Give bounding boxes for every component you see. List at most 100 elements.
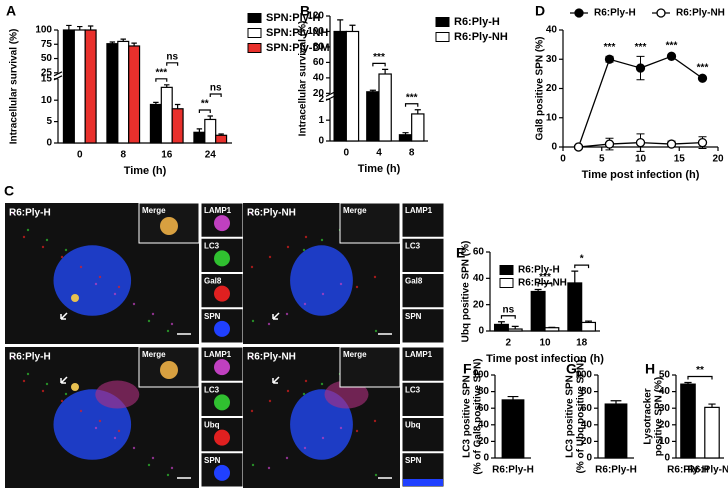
y-tick-label: 0: [483, 453, 489, 464]
error-bar: [507, 395, 519, 400]
speckle: [147, 319, 151, 323]
channel-spot: [214, 429, 230, 446]
speckle: [79, 409, 83, 413]
speckle: [132, 446, 136, 450]
speckle: [374, 329, 378, 333]
legend-label: R6:Ply-NH: [454, 31, 508, 43]
speckle: [373, 275, 377, 279]
legend-marker: [656, 8, 666, 18]
axis-break: [53, 71, 63, 77]
x-axis-label: Time post infection (h): [486, 353, 604, 365]
legend-label: R6:Ply-NH: [676, 8, 725, 19]
channel-inset: [401, 237, 445, 273]
bar: [501, 399, 525, 459]
cell-glow: [95, 380, 140, 409]
speckle: [251, 463, 255, 467]
speckle: [98, 419, 102, 423]
speckle: [22, 379, 26, 383]
error-bar: [131, 42, 137, 46]
x-tick-label: 0: [77, 150, 83, 161]
merge-inset: [339, 346, 401, 388]
speckle: [267, 466, 271, 470]
significance-label: ns: [502, 304, 514, 315]
channel-label: LC3: [405, 241, 421, 250]
error-bar: [164, 84, 170, 88]
y-tick-label: 60: [581, 403, 593, 414]
channel-label: Ubq: [204, 421, 220, 430]
y-tick-label: 2: [318, 94, 324, 105]
bar: [204, 118, 217, 144]
bar: [366, 91, 380, 142]
y-axis-label: (% of Gal8 positive SPN): [473, 358, 484, 474]
legend-swatch: [499, 265, 514, 275]
error-bar: [120, 38, 126, 42]
y-tick-label: 40: [473, 273, 485, 284]
nucleus: [53, 245, 132, 316]
speckle: [373, 419, 377, 423]
y-tick-label: 20: [659, 419, 671, 430]
speckle: [113, 436, 117, 440]
speckle: [304, 379, 308, 383]
y-tick-label: 0: [664, 453, 670, 464]
y-tick-label: 120: [307, 11, 324, 22]
speckle: [170, 466, 174, 470]
significance-bracket: [155, 78, 168, 82]
axis-break: [325, 91, 335, 97]
x-tick-label: 0: [344, 148, 350, 159]
cell-title: R6:Ply-NH: [247, 208, 296, 219]
significance-label: **: [201, 99, 209, 110]
panel-letter: B: [300, 3, 310, 19]
y-tick-label: 1: [318, 115, 324, 126]
speckle: [249, 211, 253, 215]
speckle: [132, 302, 136, 306]
x-tick-label: 16: [161, 150, 173, 161]
y-tick-label: 50: [659, 370, 671, 381]
speckle: [339, 282, 343, 286]
y-tick-label: 80: [581, 386, 593, 397]
y-tick-label: 20: [581, 436, 593, 447]
channel-label: LAMP1: [204, 350, 232, 359]
speckle: [98, 275, 102, 279]
significance-bracket: [372, 62, 386, 67]
x-tick-label: 4: [376, 148, 382, 159]
bar: [507, 328, 523, 332]
error-bar: [109, 41, 116, 44]
channel-label: LC3: [204, 241, 220, 250]
error-bar: [610, 400, 622, 405]
legend-swatch: [247, 43, 262, 53]
y-axis-label: Lysotracker: [643, 388, 654, 444]
channel-spot: [214, 215, 230, 232]
significance-bracket: [537, 282, 553, 287]
legend-label: R6:Ply-NH: [518, 278, 567, 289]
y-tick-label: 0: [318, 136, 324, 147]
error-bar: [349, 24, 356, 32]
x-tick-label: 0: [560, 154, 566, 165]
data-point: [604, 54, 615, 64]
bar: [345, 30, 360, 142]
bar: [149, 103, 162, 144]
error-bar: [218, 133, 224, 136]
channel-label: LAMP1: [405, 350, 433, 359]
speckle: [26, 228, 30, 232]
bar: [333, 30, 347, 142]
channel-label: LAMP1: [204, 206, 232, 215]
legend-swatch: [435, 17, 450, 27]
arrow: [60, 312, 68, 320]
y-tick-label: 20: [478, 436, 490, 447]
y-tick-label: 75: [41, 39, 53, 50]
data-point: [604, 139, 615, 149]
y-axis-label: Intracellular survival (%): [9, 29, 20, 145]
y-tick-label: 10: [41, 95, 53, 106]
channel-label: Ubq: [405, 421, 421, 430]
micrograph-cell: R6:Ply-H Merge LAMP1 LC3 Gal8 SPN: [5, 202, 244, 344]
speckle: [151, 456, 155, 460]
error-bar: [534, 288, 542, 292]
y-tick-label: 100: [307, 26, 324, 37]
significance-bracket: [198, 109, 211, 114]
speckle: [250, 265, 254, 269]
speckle: [45, 382, 49, 386]
speckle: [286, 245, 290, 249]
y-tick-label: 0: [478, 326, 484, 337]
micrograph-cell: R6:Ply-NH Merge LAMP1 LC3 Ubq SPN: [243, 346, 445, 488]
